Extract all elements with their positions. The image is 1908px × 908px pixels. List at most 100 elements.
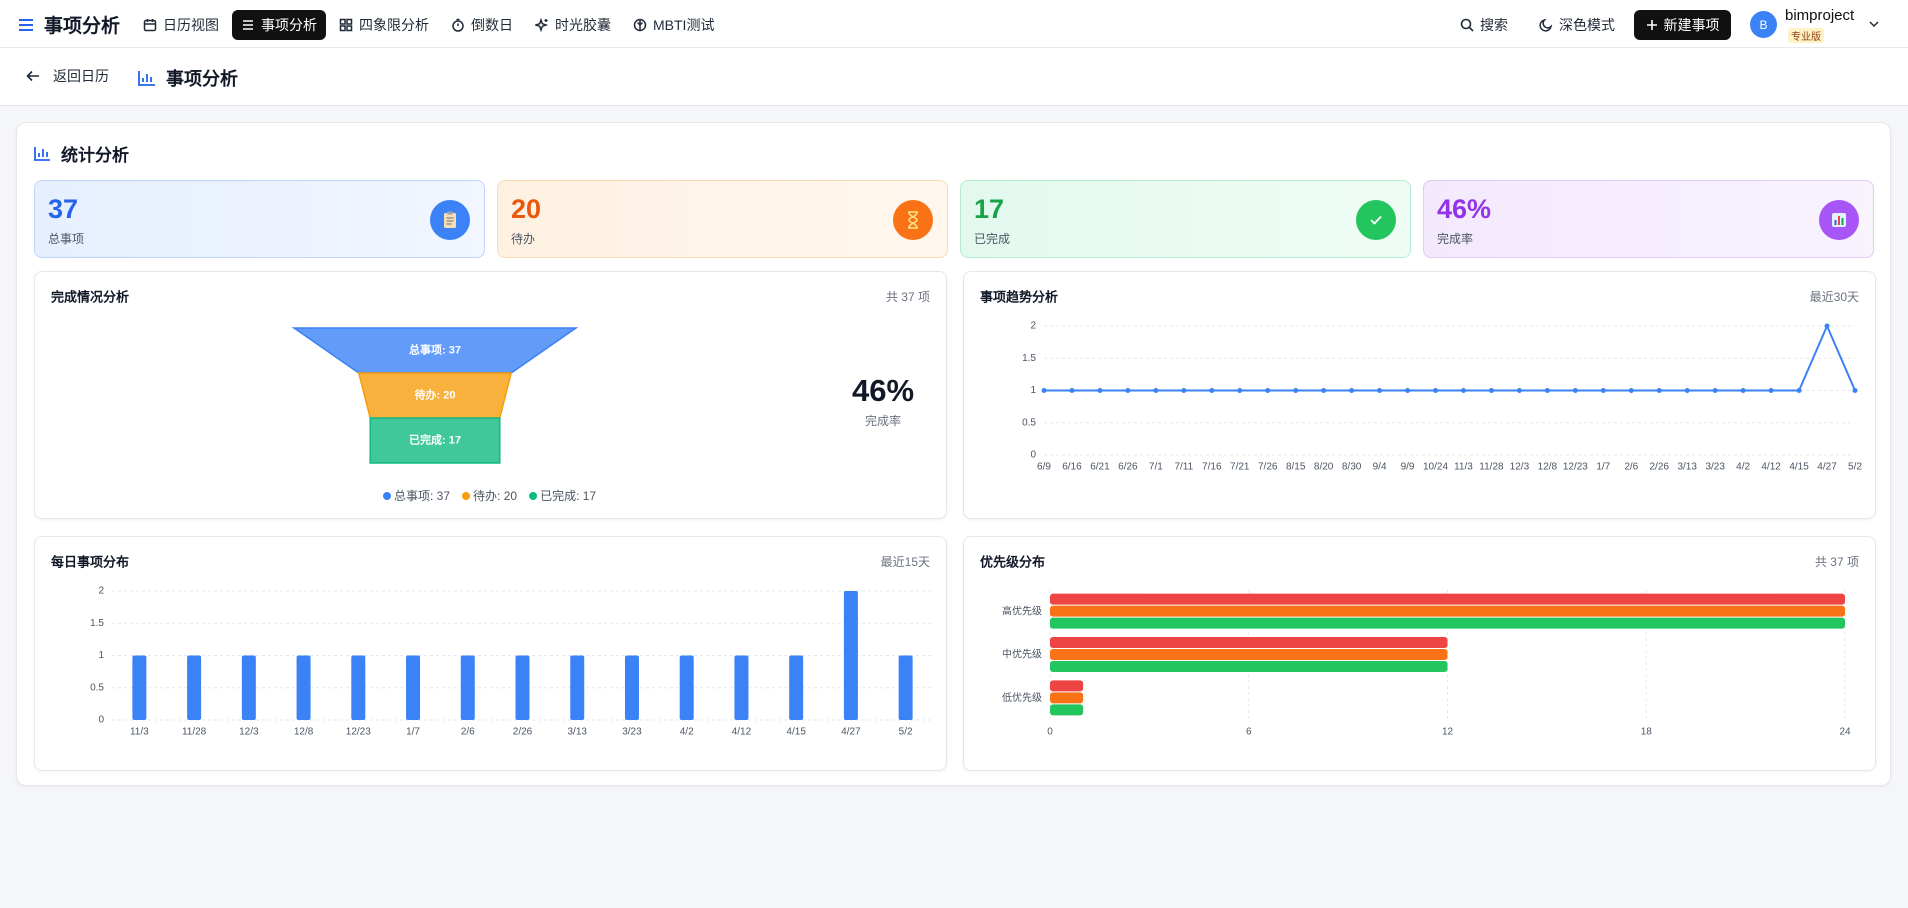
avatar[interactable]: B: [1750, 11, 1777, 38]
bar: [1050, 637, 1448, 648]
back-label[interactable]: 返回日历: [53, 68, 109, 84]
stat-label: 完成率: [1437, 232, 1474, 246]
stat-value: 20: [511, 194, 542, 224]
y-tick-label: 1.5: [90, 618, 104, 629]
search-label[interactable]: 搜索: [1480, 17, 1508, 33]
bar: [132, 655, 147, 720]
bar: [460, 655, 475, 720]
nav-label[interactable]: 事项分析: [261, 17, 317, 33]
menu-icon[interactable]: [18, 18, 34, 32]
nav-item[interactable]: 时光胶囊: [526, 10, 620, 40]
bar: [624, 655, 639, 720]
point: [1544, 388, 1550, 393]
point: [1460, 388, 1466, 393]
y-tick-label: 1: [1030, 385, 1036, 396]
bar: [570, 655, 585, 720]
x-tick-label: 12/8: [294, 727, 314, 738]
chart-card: 每日事项分布 最近15天 0 0.5 1 1.5 2 11/3 11/28 12/3 12/8 12/…: [34, 536, 947, 771]
legend-marker: [529, 492, 538, 500]
x-tick-label: 11/28: [1479, 462, 1504, 473]
bar: [1050, 605, 1845, 617]
bar: [1050, 661, 1448, 672]
point: [1572, 388, 1578, 393]
x-tick-label: 6/21: [1090, 462, 1110, 473]
chart-title: 事项趋势分析: [980, 289, 1058, 304]
x-tick-label: 4/12: [732, 727, 752, 738]
x-tick-label: 5/2: [899, 727, 913, 738]
point: [1209, 388, 1215, 393]
nav-label[interactable]: 日历视图: [163, 17, 219, 33]
nav-label[interactable]: 四象限分析: [359, 17, 429, 33]
chart-title: 完成情况分析: [51, 289, 129, 304]
x-tick-label: 9/9: [1401, 462, 1415, 473]
x-tick-label: 2/6: [1624, 462, 1638, 473]
point: [1237, 388, 1243, 393]
stat-card: 46% 完成率: [1423, 180, 1874, 258]
legend-label: 总事项: 37: [394, 489, 450, 503]
search-button[interactable]: 搜索: [1460, 10, 1508, 40]
y-tick-label: 1.5: [1022, 353, 1036, 364]
x-tick-label: 12/3: [239, 727, 259, 738]
x-tick-label: 7/21: [1230, 462, 1250, 473]
user-menu-chevron[interactable]: [1868, 19, 1880, 29]
x-tick-label: 11/3: [130, 727, 149, 738]
nav-label[interactable]: 时光胶囊: [555, 17, 611, 33]
x-tick-label: 7/11: [1174, 462, 1193, 473]
nav-label[interactable]: 倒数日: [471, 17, 513, 33]
dark-mode-label[interactable]: 深色模式: [1559, 17, 1615, 33]
x-tick-label: 12: [1442, 727, 1454, 738]
x-tick-label: 7/1: [1149, 462, 1163, 473]
plan-badge: 专业版: [1788, 28, 1824, 43]
point: [1153, 388, 1159, 393]
x-tick-label: 11/28: [182, 727, 207, 738]
x-tick-label: 2/6: [461, 727, 475, 738]
stat-card: 37 总事项: [34, 180, 485, 258]
nav-label[interactable]: MBTI测试: [653, 17, 715, 33]
top-nav: 事项分析 日历视图 事项分析 四象限分析 倒数日 时光胶囊 MBTI测试 搜索 …: [0, 0, 1908, 48]
username[interactable]: bimproject: [1785, 7, 1855, 24]
x-tick-label: 6: [1246, 727, 1252, 738]
point: [1181, 388, 1187, 393]
funnel-segment: [369, 417, 501, 464]
chart-card: 事项趋势分析 最近30天 0 0.5 1 1.5 2 6/9 6/16 6/21 6/26 7/1 7/…: [963, 271, 1876, 519]
nav-item[interactable]: MBTI测试: [624, 10, 723, 40]
stat-icon: [893, 200, 933, 240]
nav-item[interactable]: 事项分析: [232, 10, 326, 40]
chart: 每日事项分布 最近15天 0 0.5 1 1.5 2 11/3 11/28 12/3 12/8 12/…: [51, 554, 933, 738]
nav-item[interactable]: 倒数日: [442, 10, 522, 40]
funnel-label: 总事项: 37: [409, 342, 461, 356]
x-tick-label: 4/27: [841, 727, 861, 738]
nav-item[interactable]: 日历视图: [134, 10, 228, 40]
bar: [734, 655, 749, 720]
x-tick-label: 4/12: [1761, 462, 1781, 473]
point: [1405, 388, 1411, 393]
completion-rate: 46%: [852, 373, 914, 408]
dark-mode-button[interactable]: 深色模式: [1539, 10, 1615, 40]
legend-label: 待办: 20: [473, 488, 517, 503]
x-tick-label: 6/16: [1062, 462, 1082, 473]
bar: [843, 591, 858, 720]
nav-item[interactable]: 四象限分析: [330, 10, 438, 40]
chart-subtitle: 最近15天: [881, 555, 930, 569]
stats-panel: 统计分析 37 总事项 20 待办 17 已完成 46% 完成率 完成情况分析共…: [16, 122, 1891, 786]
point: [1488, 388, 1494, 393]
bar: [898, 655, 913, 720]
stat-card: 20 待办: [497, 180, 948, 258]
bar: [296, 655, 311, 720]
y-tick-label: 0.5: [90, 682, 104, 693]
bar: [241, 655, 256, 720]
chart-title: 优先级分布: [980, 554, 1045, 569]
x-tick-label: 3/23: [1705, 462, 1725, 473]
new-item-button[interactable]: 新建事项: [1634, 10, 1731, 40]
stat-card: 17 已完成: [960, 180, 1411, 258]
stat-icon: [430, 200, 470, 240]
new-item-label[interactable]: 新建事项: [1663, 17, 1720, 33]
point: [1768, 388, 1774, 393]
breadcrumb: 返回日历 事项分析: [0, 48, 1908, 106]
back-link[interactable]: 返回日历: [26, 66, 109, 86]
stat-label: 总事项: [48, 232, 85, 246]
chart-card: 优先级分布 共 37 项 0 6 12 18 24 高优先级 中优先级 低优先级: [963, 536, 1876, 771]
